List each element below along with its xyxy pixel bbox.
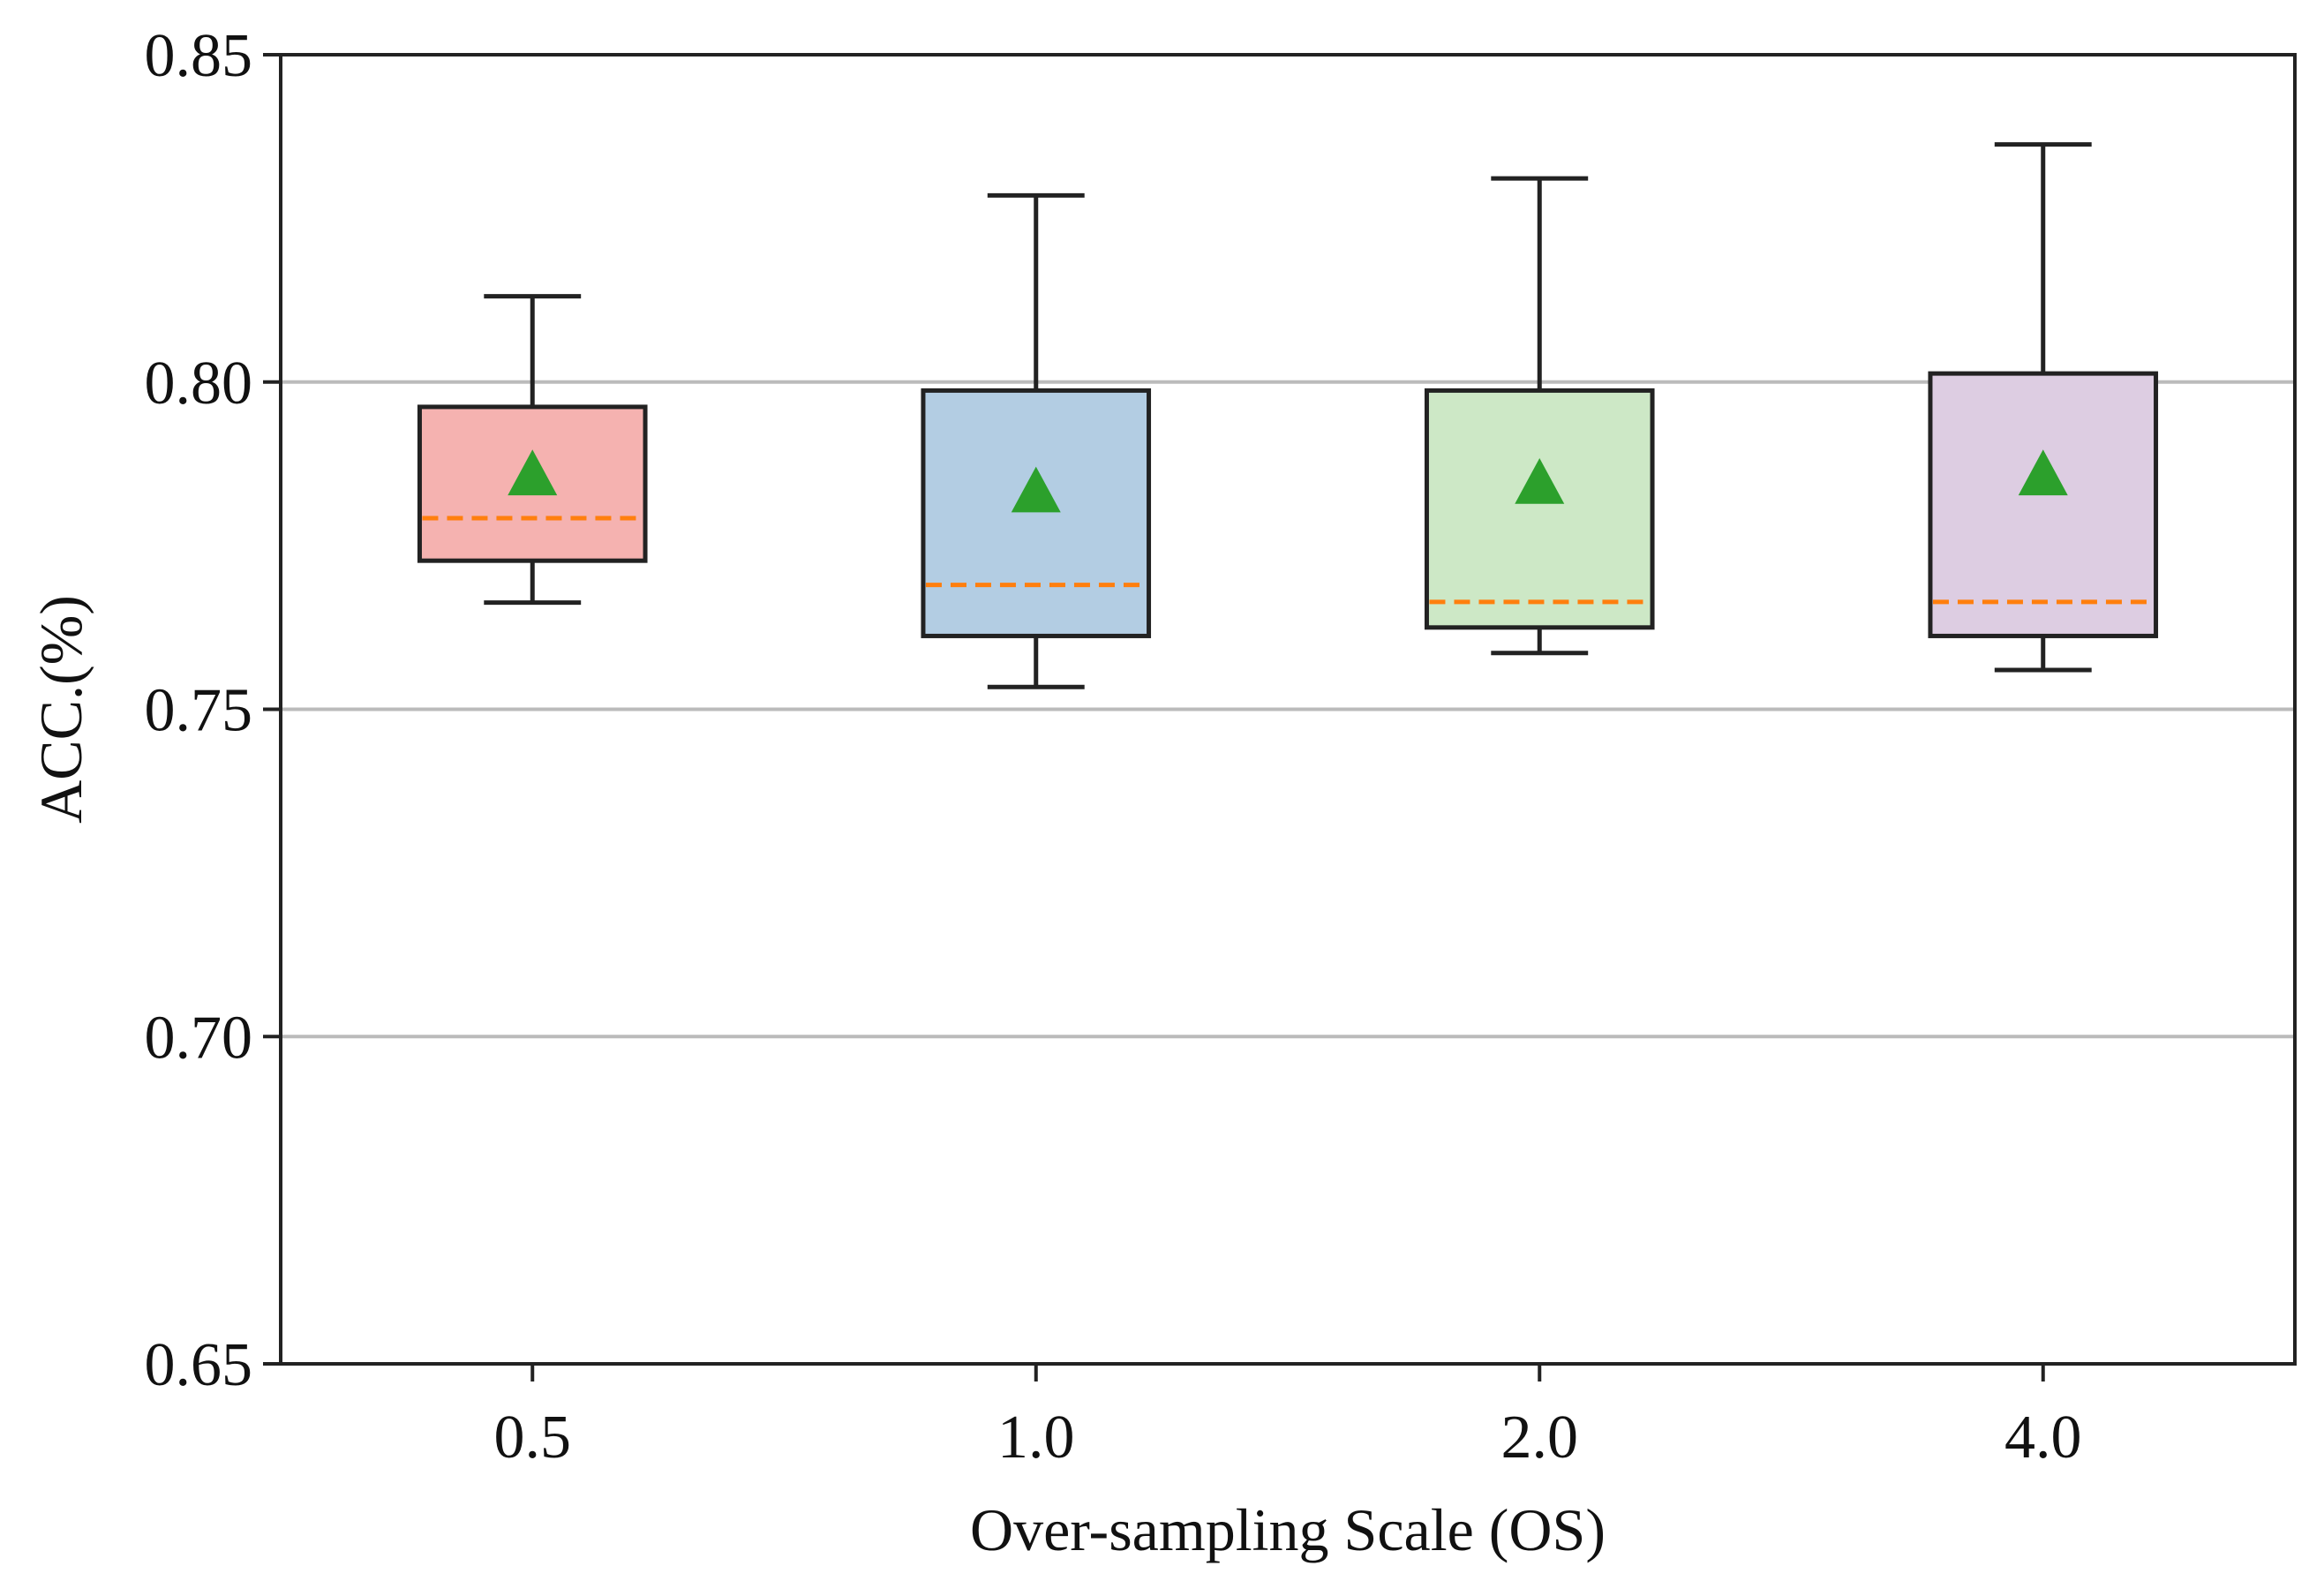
y-tick-label: 0.85 xyxy=(145,22,253,90)
x-tick-label: 2.0 xyxy=(1501,1404,1579,1472)
box-group-0.5 xyxy=(417,294,648,606)
box-group-4.0 xyxy=(1928,142,2159,673)
x-tick-label: 4.0 xyxy=(2004,1404,2082,1472)
mean-marker xyxy=(1011,466,1061,513)
y-tick-label: 0.75 xyxy=(145,677,253,745)
y-axis-ticks: 0.65 0.70 0.75 0.80 0.85 xyxy=(145,22,281,1399)
iqr-box xyxy=(1928,371,2159,638)
iqr-box xyxy=(1424,388,1655,630)
x-axis-ticks: 0.5 1.0 2.0 4.0 xyxy=(494,1364,2082,1472)
box-group-1.0 xyxy=(921,192,1152,689)
y-axis-label: ACC.(%) xyxy=(27,595,94,824)
x-tick-label: 0.5 xyxy=(494,1404,572,1472)
y-tick-label: 0.70 xyxy=(145,1004,253,1072)
y-tick-label: 0.65 xyxy=(145,1331,253,1399)
y-tick-label: 0.80 xyxy=(145,350,253,418)
mean-marker xyxy=(1515,457,1565,504)
mean-marker xyxy=(508,449,558,496)
x-axis-label: Over-sampling Scale (OS) xyxy=(970,1496,1606,1563)
x-tick-label: 1.0 xyxy=(997,1404,1075,1472)
box-group-2.0 xyxy=(1424,176,1655,656)
mean-marker xyxy=(2018,449,2068,496)
boxes xyxy=(417,142,2159,689)
iqr-box xyxy=(921,388,1152,638)
